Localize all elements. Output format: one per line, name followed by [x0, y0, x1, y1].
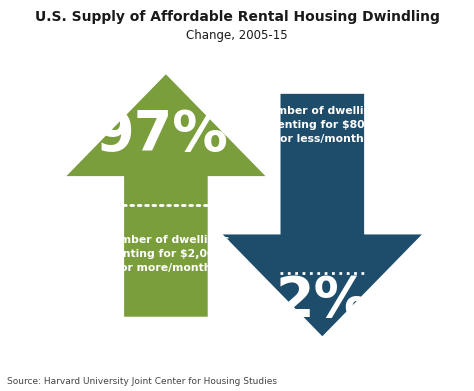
Text: Number of dwellings
renting for $2,000
or more/month: Number of dwellings renting for $2,000 o…	[103, 235, 229, 273]
Polygon shape	[66, 74, 265, 317]
Text: 2%: 2%	[275, 274, 369, 328]
Text: Change, 2005-15: Change, 2005-15	[186, 29, 288, 42]
Polygon shape	[223, 94, 422, 336]
Text: U.S. Supply of Affordable Rental Housing Dwindling: U.S. Supply of Affordable Rental Housing…	[35, 10, 439, 24]
Text: Number of dwellings
renting for $800
or less/month: Number of dwellings renting for $800 or …	[259, 106, 385, 143]
Text: 97%: 97%	[95, 108, 228, 162]
Text: Source: Harvard University Joint Center for Housing Studies: Source: Harvard University Joint Center …	[7, 377, 277, 386]
